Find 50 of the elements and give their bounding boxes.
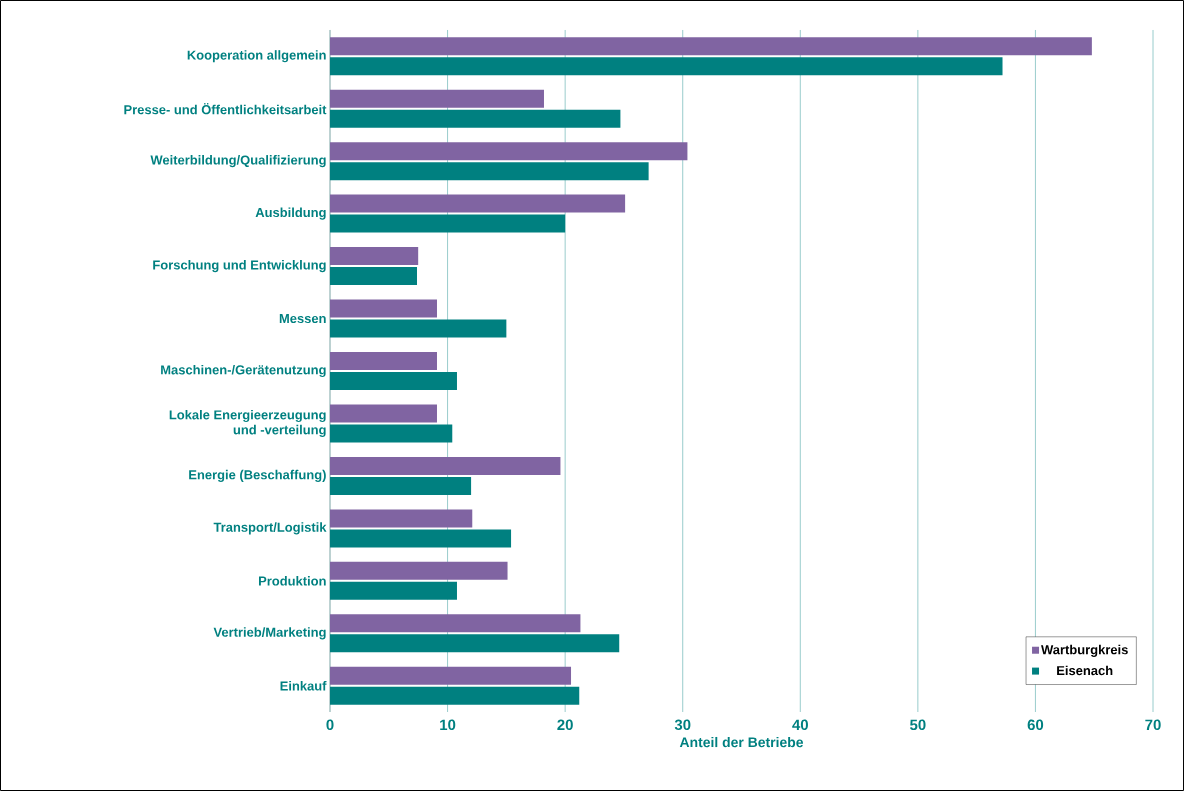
bar <box>330 37 1092 56</box>
x-tick-label: 20 <box>557 719 573 731</box>
bar <box>330 529 512 548</box>
x-tick-label: 30 <box>674 719 691 731</box>
bar <box>330 299 437 318</box>
x-tick-label: 70 <box>1145 719 1161 731</box>
x-tick-label: 10 <box>440 719 456 731</box>
y-tick-label: Produktion <box>258 576 326 586</box>
bar <box>330 456 561 475</box>
bar <box>330 581 457 600</box>
y-tick-label: Energie (Beschaffung) <box>189 469 326 482</box>
y-tick-label: Ausbildung <box>255 207 326 220</box>
x-tick-label: 60 <box>1027 719 1044 731</box>
bar <box>330 194 626 213</box>
bar <box>330 162 649 181</box>
y-tick-label: Vertrieb/Marketing <box>213 627 326 640</box>
bar <box>330 424 453 443</box>
bar <box>330 214 566 233</box>
bar <box>330 476 472 495</box>
bar <box>330 247 419 266</box>
bar <box>330 686 580 705</box>
bar <box>330 142 688 161</box>
y-tick-label: Weiterbildung/Qualifizierung <box>150 155 326 168</box>
x-tick-label: 50 <box>910 719 926 731</box>
y-tick-label: Maschinen-/Gerätenutzung <box>161 364 326 378</box>
bar <box>330 666 572 685</box>
y-tick-label: Presse- und Öffentlichkeitsarbeit <box>124 103 327 115</box>
bar <box>330 57 1003 76</box>
y-tick-label: Kooperation allgemein <box>187 50 326 63</box>
y-tick-label: Lokale Energieerzeugung und -verteilung <box>169 409 326 437</box>
bar <box>330 352 437 370</box>
bar <box>330 634 620 653</box>
bar <box>330 404 437 423</box>
bar <box>330 267 417 286</box>
bar <box>330 109 621 128</box>
x-tick-label: 40 <box>792 719 808 731</box>
bar <box>330 561 508 580</box>
bar <box>330 371 457 390</box>
y-tick-label: Einkauf <box>280 681 327 691</box>
y-tick-label: Transport/Logistik <box>213 522 327 535</box>
x-axis-title: Anteil der Betriebe <box>679 736 804 748</box>
bar <box>330 509 473 528</box>
bar <box>330 614 581 633</box>
legend-label: Wartburgkreis <box>1041 644 1128 657</box>
bar <box>330 89 544 108</box>
y-tick-label: Messen <box>279 314 326 324</box>
y-tick-label: Forschung und Entwicklung <box>153 260 326 273</box>
x-tick-label: 0 <box>326 719 334 731</box>
bar <box>330 319 507 338</box>
legend-label: Eisenach <box>1057 665 1113 676</box>
